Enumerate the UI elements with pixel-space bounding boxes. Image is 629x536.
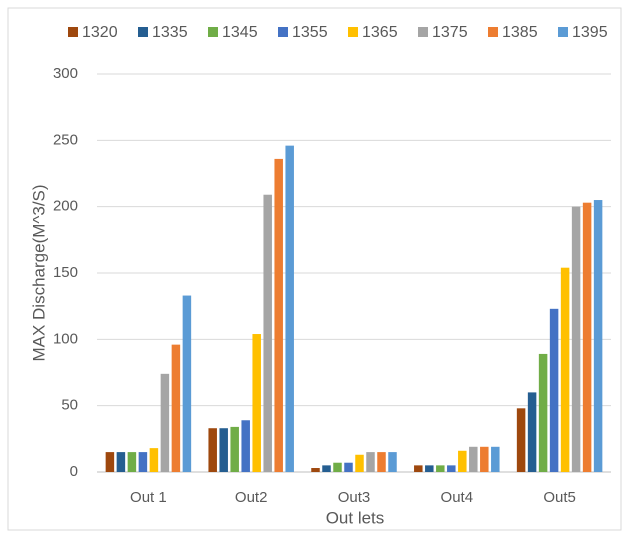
legend-label: 1395 bbox=[572, 24, 608, 41]
x-tick-label: Out2 bbox=[235, 489, 268, 506]
bar bbox=[127, 452, 137, 472]
legend-label: 1320 bbox=[82, 24, 118, 41]
bar bbox=[333, 462, 342, 472]
bar bbox=[593, 200, 603, 473]
bar bbox=[549, 308, 559, 472]
bar bbox=[582, 202, 592, 473]
bar bbox=[344, 462, 353, 472]
bar bbox=[527, 392, 537, 472]
bar bbox=[366, 452, 375, 472]
legend-label: 1375 bbox=[432, 24, 468, 41]
bar bbox=[208, 428, 217, 472]
bar bbox=[230, 426, 239, 472]
bar bbox=[182, 295, 192, 472]
x-tick-label: Out4 bbox=[441, 489, 474, 506]
bar bbox=[160, 373, 170, 472]
bar bbox=[560, 267, 570, 472]
y-tick-label: 0 bbox=[70, 463, 78, 480]
bar bbox=[491, 446, 500, 472]
x-tick-label: Out 1 bbox=[130, 489, 167, 506]
bar bbox=[105, 452, 115, 472]
y-tick-label: 50 bbox=[61, 397, 78, 414]
legend-label: 1345 bbox=[222, 24, 258, 41]
bar bbox=[241, 420, 250, 472]
y-tick-label: 200 bbox=[53, 198, 78, 215]
bar bbox=[571, 206, 581, 472]
bar bbox=[447, 465, 456, 472]
y-tick-label: 250 bbox=[53, 131, 78, 148]
legend-label: 1355 bbox=[292, 24, 328, 41]
x-tick-label: Out3 bbox=[338, 489, 371, 506]
bar bbox=[263, 194, 272, 472]
bar bbox=[149, 448, 159, 472]
bar bbox=[469, 446, 478, 472]
bar bbox=[516, 408, 526, 472]
x-axis-label: Out lets bbox=[326, 508, 385, 527]
legend-swatch bbox=[208, 27, 218, 37]
bar bbox=[252, 334, 261, 472]
bar bbox=[116, 452, 126, 472]
bar bbox=[538, 353, 548, 472]
legend-label: 1365 bbox=[362, 24, 398, 41]
y-tick-label: 300 bbox=[53, 65, 78, 82]
bar bbox=[414, 465, 423, 472]
bar bbox=[458, 450, 467, 472]
y-axis-label: MAX Discharge(M^3/S) bbox=[29, 184, 48, 361]
legend-swatch bbox=[68, 27, 78, 37]
bar bbox=[377, 452, 386, 472]
bar bbox=[285, 145, 294, 472]
legend-swatch bbox=[348, 27, 358, 37]
legend-label: 1335 bbox=[152, 24, 188, 41]
y-tick-label: 150 bbox=[53, 264, 78, 281]
legend-swatch bbox=[418, 27, 428, 37]
bar bbox=[322, 465, 331, 472]
bar bbox=[480, 446, 489, 472]
bar bbox=[171, 344, 181, 472]
bar bbox=[436, 465, 445, 472]
legend-swatch bbox=[558, 27, 568, 37]
bar bbox=[355, 454, 364, 472]
bar bbox=[311, 468, 320, 472]
legend-swatch bbox=[278, 27, 288, 37]
legend-label: 1385 bbox=[502, 24, 538, 41]
bar bbox=[138, 452, 148, 472]
bar bbox=[388, 452, 397, 472]
legend-swatch bbox=[138, 27, 148, 37]
bar bbox=[219, 428, 228, 472]
legend-swatch bbox=[488, 27, 498, 37]
x-tick-label: Out5 bbox=[543, 489, 576, 506]
y-tick-label: 100 bbox=[53, 330, 78, 347]
bar bbox=[274, 158, 283, 472]
bar bbox=[425, 465, 434, 472]
